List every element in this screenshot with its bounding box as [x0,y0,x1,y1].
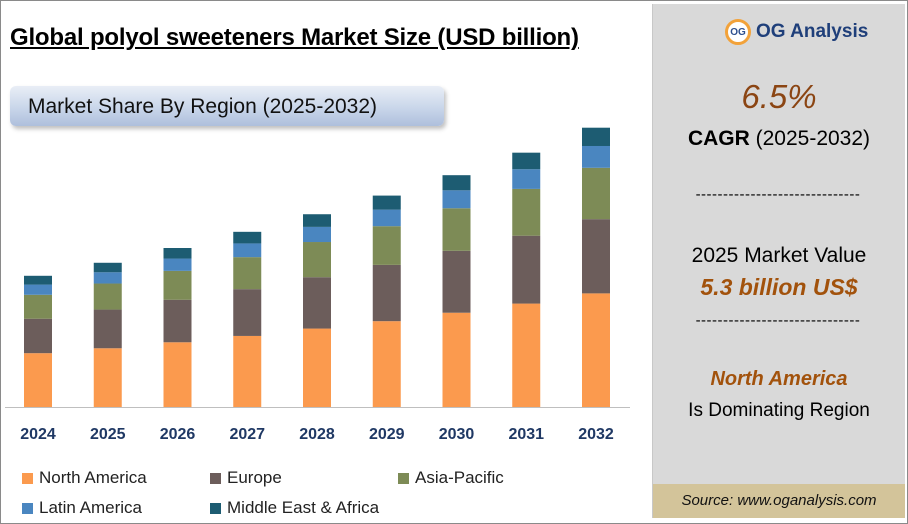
bar-segment [163,270,192,300]
bar-segment [233,231,262,244]
bar-segment [163,342,192,407]
bar-segment [303,242,331,278]
bar-segment [233,335,262,407]
bar-segment [93,348,122,407]
market-value-label: 2025 Market Value [691,244,867,267]
og-logo-icon: OG [725,19,751,45]
subtitle-banner: Market Share By Region (2025-2032) [10,86,444,126]
x-tick-label: 2026 [160,426,196,443]
bar-segment [442,312,471,407]
bar-segment [582,219,610,294]
legend-item: Europe [210,468,282,488]
bar-segment [512,152,541,170]
bar-segment [303,226,331,243]
legend-swatch [22,472,33,484]
bar-segment [372,209,401,227]
legend-label: Europe [227,468,282,487]
legend-item: North America [22,468,147,488]
cagr-label-text: CAGR [687,127,750,150]
bar-segment [582,167,610,220]
brand-name: OG Analysis [756,21,869,42]
bar-segment [93,309,122,349]
legend-swatch [210,502,221,514]
bar-segment [233,257,262,290]
brand: OG OG Analysis [725,19,868,45]
bar-segment [163,299,192,343]
legend-label: Latin America [39,498,142,517]
bar-segment [582,293,610,407]
stacked-bar-chart: 2024 2025 2026 2027 2028 2029 2030 2031 2032 [5,127,630,443]
summary-panel: OG OG Analysis 6.5% CAGR (2025-2032) ---… [652,4,905,518]
source-bar: Source: www.oganalysis.com [653,484,905,518]
bar-segment [24,284,52,295]
legend-label: Asia-Pacific [415,468,504,487]
legend-label: Middle East & Africa [227,498,380,517]
bar-segment [582,145,610,168]
bar-segment [512,169,541,189]
bar-segment [512,303,541,407]
bar-segment [163,258,192,271]
chart-legend: North America Europe Asia-Pacific Latin Ame… [22,464,642,520]
legend-label: North America [39,468,147,487]
legend-swatch [398,472,409,484]
legend-swatch [22,502,33,514]
x-tick-label: 2025 [90,426,126,443]
x-tick-label: 2027 [229,426,265,443]
divider-bottom: ------------------------------ [695,312,861,329]
market-value: 5.3 billion US$ [700,274,858,300]
x-tick-label: 2030 [439,426,475,443]
bar-segment [93,262,122,273]
legend-swatch [210,472,221,484]
source-text: Source: www.oganalysis.com [681,492,877,509]
x-tick-label: 2031 [508,426,544,443]
dominating-region: North America [710,368,848,390]
bar-segment [512,188,541,236]
chart-title: Global polyol sweeteners Market Size (US… [10,24,579,51]
bar-segment [372,226,401,265]
bar-segment [24,275,52,285]
dominating-region-text: Is Dominating Region [688,400,870,421]
bar-segment [442,190,471,209]
legend-item: Middle East & Africa [210,498,379,518]
bar-segment [93,283,122,310]
bar-segment [233,289,262,336]
cagr-value: 6.5% [741,78,817,115]
bar-segment [24,353,52,407]
bar-segment [303,277,331,329]
bar-segment [442,208,471,251]
bar-segment [93,272,122,284]
x-tick-label: 2029 [369,426,405,443]
bar-segment [582,127,610,146]
x-tick-label: 2024 [20,426,56,443]
chart-subtitle: Market Share By Region (2025-2032) [28,95,378,118]
x-tick-label: 2032 [578,426,614,443]
bar-segment [24,318,52,354]
bar-segment [512,235,541,304]
bar-segment [303,214,331,227]
bar-segment [372,195,401,210]
bar-segment [442,250,471,313]
divider-top: ------------------------------ [695,186,861,203]
legend-item: Latin America [22,498,142,518]
bar-segment [372,321,401,407]
bar-segment [303,328,331,407]
legend-item: Asia-Pacific [398,468,504,488]
cagr-label: CAGR (2025-2032) [653,127,905,151]
x-tick-label: 2028 [299,426,335,443]
bar-segment [233,243,262,258]
bar-segment [442,175,471,191]
cagr-period: (2025-2032) [755,127,871,150]
bar-segment [163,248,192,259]
bar-segment [24,294,52,319]
bar-segment [372,264,401,322]
